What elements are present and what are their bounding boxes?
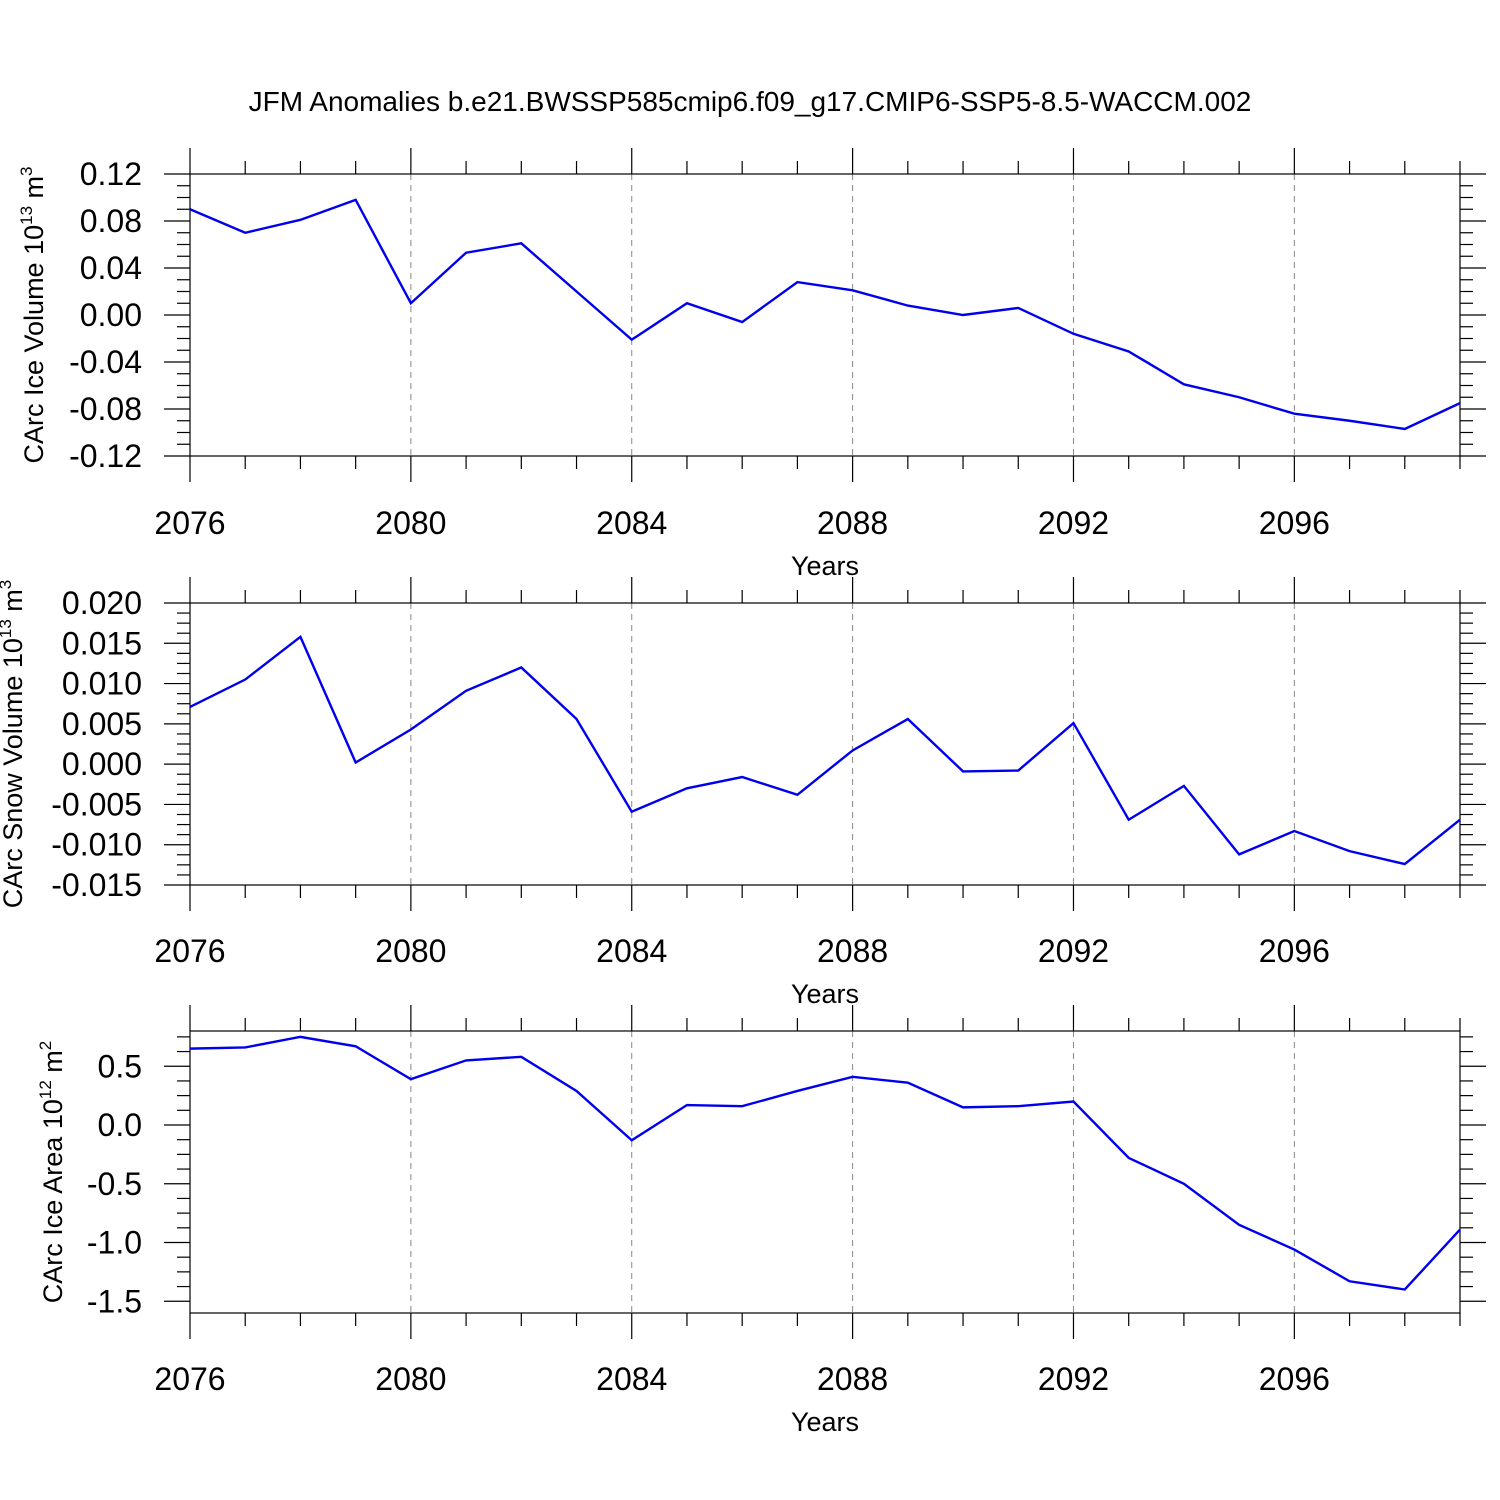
y-tick-label: 0.015 — [62, 625, 142, 661]
y-tick-label: 0.005 — [62, 706, 142, 742]
x-tick-label: 2084 — [596, 1361, 667, 1397]
y-tick-label: -0.08 — [69, 391, 142, 427]
x-tick-label: 2092 — [1038, 505, 1109, 541]
y-tick-label: -0.04 — [69, 344, 142, 380]
y-tick-label: -0.015 — [51, 867, 142, 903]
y-tick-label: -1.0 — [87, 1225, 142, 1261]
figure-title: JFM Anomalies b.e21.BWSSP585cmip6.f09_g1… — [249, 86, 1252, 117]
chart-panel-2: 2076 2080 2084 2088 2092 2096 Years -0.015 -0.01… — [0, 577, 1486, 1009]
y-tick-label: 0.08 — [80, 203, 142, 239]
y-tick-label: 0.04 — [80, 250, 142, 286]
chart-panel-3: 2076 2080 2084 2088 2092 2096 Years -1.5 -1.0 -0.… — [36, 1005, 1486, 1437]
x-tick-label: 2084 — [596, 505, 667, 541]
x-tick-label: 2088 — [817, 505, 888, 541]
x-tick-label: 2080 — [375, 933, 446, 969]
x-tick-label: 2096 — [1259, 505, 1330, 541]
x-tick-label: 2088 — [817, 933, 888, 969]
y-axis-label: CArc Snow Volume 1013 m3 — [0, 580, 28, 909]
x-tick-label: 2076 — [154, 505, 225, 541]
x-tick-label: 2092 — [1038, 1361, 1109, 1397]
y-tick-label: 0.020 — [62, 585, 142, 621]
x-tick-label: 2092 — [1038, 933, 1109, 969]
x-tick-label: 2096 — [1259, 933, 1330, 969]
y-tick-label: -0.005 — [51, 786, 142, 822]
x-tick-label: 2096 — [1259, 1361, 1330, 1397]
chart-panel-1: 2076 2080 2084 2088 2092 2096 Years -0.12 -0.08 -… — [17, 148, 1486, 581]
series-line — [189, 198, 1461, 431]
x-tick-label: 2088 — [817, 1361, 888, 1397]
y-tick-label: -0.12 — [69, 438, 142, 474]
y-tick-label: 0.12 — [80, 156, 142, 192]
x-tick-label: 2080 — [375, 1361, 446, 1397]
y-tick-label: 0.00 — [80, 297, 142, 333]
y-axis-label: CArc Ice Area 1012 m2 — [36, 1041, 68, 1304]
y-axis-label: CArc Ice Volume 1013 m3 — [17, 166, 49, 463]
plot-frame — [189, 173, 1461, 457]
x-tick-label: 2076 — [154, 933, 225, 969]
y-tick-label: -1.5 — [87, 1283, 142, 1319]
panels: 2076 2080 2084 2088 2092 2096 Years -0.12 -0.08 -… — [0, 148, 1486, 1437]
x-tick-label: 2084 — [596, 933, 667, 969]
y-tick-label: 0.010 — [62, 666, 142, 702]
x-axis-label: Years — [791, 1407, 859, 1437]
y-tick-label: -0.5 — [87, 1166, 142, 1202]
y-tick-label: -0.010 — [51, 827, 142, 863]
x-axis-label: Years — [791, 979, 859, 1009]
series-line — [189, 634, 1461, 866]
y-tick-label: 0.5 — [98, 1048, 142, 1084]
y-tick-label: 0.000 — [62, 746, 142, 782]
x-axis-label: Years — [791, 551, 859, 581]
x-tick-label: 2076 — [154, 1361, 225, 1397]
y-tick-label: 0.0 — [98, 1107, 142, 1143]
series-line — [189, 1035, 1461, 1291]
plot-frame — [189, 1030, 1461, 1314]
x-tick-label: 2080 — [375, 505, 446, 541]
